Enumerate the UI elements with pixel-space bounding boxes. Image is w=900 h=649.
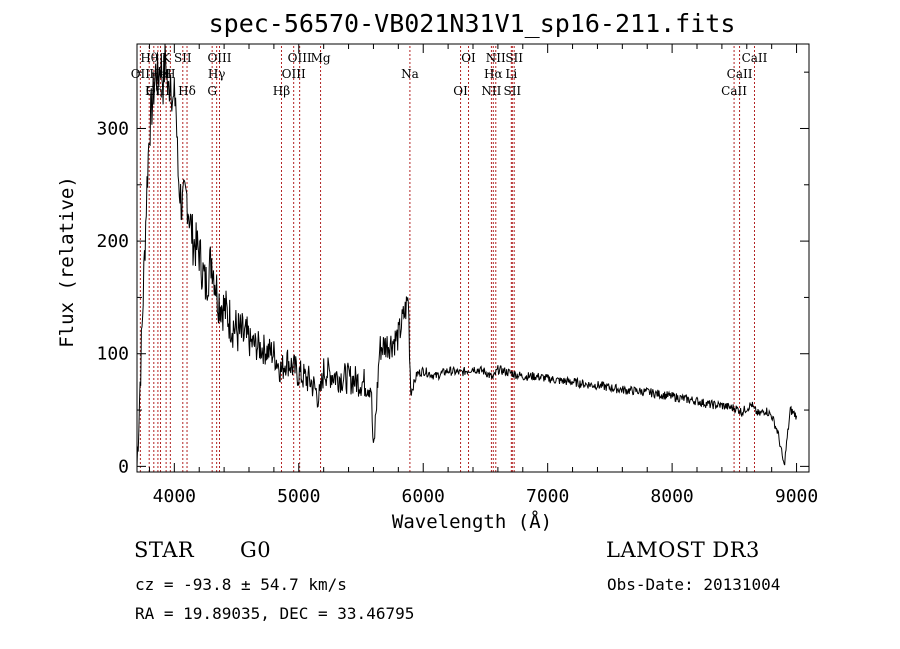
x-tick-label: 5000 (277, 486, 320, 507)
spectral-line-label: OI (461, 51, 476, 65)
y-axis-label: Flux (relative) (56, 176, 78, 348)
plot-frame (136, 43, 810, 473)
y-tick-label: 100 (96, 344, 129, 365)
spectral-line-labels: HθOIIOIIIKHeIHηSIIHHδOIIIHγGOIIIOIIIHβMg… (131, 51, 768, 98)
y-tick-label: 200 (96, 231, 129, 252)
spectral-line-label: NII (486, 51, 506, 65)
spectral-line-label: OII (131, 67, 151, 81)
spectral-line-label: NII (481, 84, 501, 98)
x-tick-label: 6000 (402, 486, 445, 507)
spectral-line-label: OIII (207, 51, 231, 65)
spectral-line-label: Hθ (140, 51, 158, 65)
spectral-line-label: Li (505, 67, 517, 81)
spectral-line-label: Hα (484, 67, 503, 81)
spectral-class: STAR (134, 538, 195, 562)
flux-series-line (136, 43, 798, 467)
x-tick-label: 8000 (650, 486, 693, 507)
redshift-velocity: cz = -93.8 ± 54.7 km/s (135, 575, 347, 594)
x-axis-label: Wavelength (Å) (392, 510, 552, 533)
spectral-line-label: OIII (146, 84, 170, 98)
spectral-line-label: Hβ (273, 84, 290, 98)
x-tick-label: 4000 (153, 486, 196, 507)
spectral-line-markers (139, 46, 755, 472)
spectral-subclass: G0 (240, 538, 272, 562)
spectral-line-label: CaII (742, 51, 768, 65)
spectral-line-label: SII (505, 51, 523, 65)
spectral-line-label: H (165, 67, 175, 81)
spectral-line-label: Hγ (208, 67, 226, 81)
survey-name: LAMOST DR3 (606, 538, 760, 562)
spectral-line-label: SII (174, 51, 192, 65)
spectral-line-label: OIII (282, 67, 306, 81)
chart-title: spec-56570-VB021N31V1_sp16-211.fits (209, 9, 736, 38)
observation-date: Obs-Date: 20131004 (607, 575, 781, 594)
y-axis-ticks: 0 100 200 300 (96, 71, 809, 477)
spectral-line-label: OIII (288, 51, 312, 65)
spectral-line-label: Hδ (178, 84, 196, 98)
spectral-line-label: G (207, 84, 217, 98)
spectral-line-label: CaII (721, 84, 747, 98)
coordinates: RA = 19.89035, DEC = 33.46795 (135, 604, 415, 623)
spectral-line-label: Na (401, 67, 419, 81)
y-tick-label: 0 (118, 456, 129, 477)
spectral-line-label: SII (503, 84, 521, 98)
spectral-line-label: CaII (727, 67, 753, 81)
spectral-line-label: Mg (311, 51, 331, 65)
y-tick-label: 300 (96, 118, 129, 139)
x-axis-ticks: 4000 5000 6000 7000 8000 9000 (148, 44, 818, 507)
x-tick-label: 9000 (775, 486, 818, 507)
spectral-line-label: K (162, 51, 172, 65)
spectral-line-label: OI (453, 84, 468, 98)
x-tick-label: 7000 (526, 486, 569, 507)
